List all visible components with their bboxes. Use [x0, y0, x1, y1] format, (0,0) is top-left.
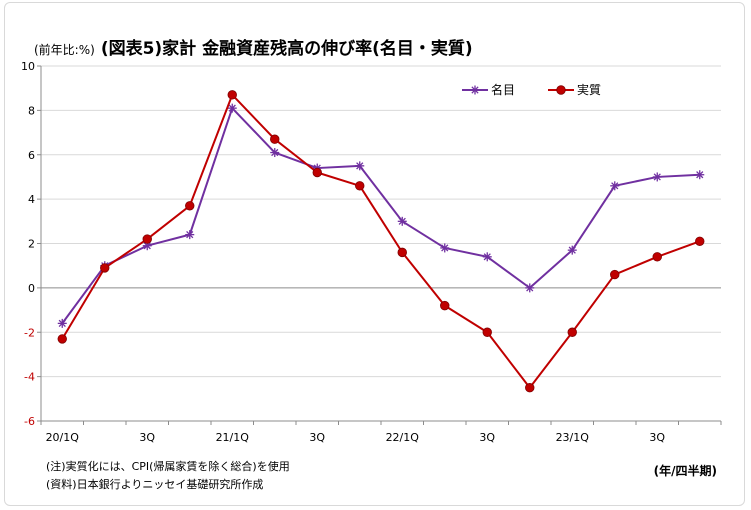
series-lines [57, 90, 705, 393]
real-point [652, 252, 662, 262]
x-tick-label: 20/1Q [46, 431, 80, 444]
nominal-point [652, 172, 662, 182]
nominal-point [227, 103, 237, 113]
nominal-point [355, 161, 365, 171]
y-tick-label: 4 [28, 193, 35, 206]
real-point [312, 167, 322, 178]
nominal-point [482, 252, 492, 262]
x-tick-label: 3Q [139, 431, 155, 444]
real-point [227, 90, 237, 100]
nominal-point [57, 318, 67, 328]
x-tick-label: 23/1Q [556, 431, 590, 444]
y-tick-label: 8 [28, 104, 35, 117]
nominal-point [567, 245, 577, 255]
real-point [567, 327, 577, 337]
nominal-point [270, 148, 280, 158]
y-tick-label: 2 [28, 238, 35, 251]
legend: 名目 実質 [462, 82, 601, 97]
real-point [397, 247, 407, 258]
note-deflator: (注)実質化には、CPI(帰属家賃を除く総合)を使用 [46, 460, 290, 473]
nominal-point [695, 170, 705, 180]
x-tick-label: 21/1Q [216, 431, 250, 444]
real-point [695, 236, 705, 246]
real-point [100, 263, 110, 273]
x-tick-label: 3Q [479, 431, 495, 444]
nominal-point [525, 283, 535, 293]
x-tick-labels: 20/1Q 3Q 21/1Q 3Q 22/1Q 3Q 23/1Q 3Q [46, 431, 666, 444]
y-tick-label: -4 [24, 371, 35, 384]
x-unit-label: (年/四半期) [653, 464, 717, 478]
gridlines [41, 65, 721, 378]
legend-label: 名目 [491, 82, 515, 97]
y-tick-label: 10 [21, 60, 35, 73]
x-tick-label: 22/1Q [386, 431, 420, 444]
real-point [270, 134, 280, 144]
nominal-point [440, 243, 450, 253]
series-line-nominal [61, 107, 700, 324]
real-point [185, 201, 195, 211]
real-point [57, 334, 67, 344]
legend-marker [556, 85, 566, 95]
x-tick-label: 3Q [309, 431, 325, 444]
series-line-real [61, 93, 701, 389]
legend-label: 実質 [577, 82, 601, 97]
axes [37, 65, 722, 425]
real-point [482, 327, 492, 337]
legend-marker [470, 85, 480, 95]
real-point [440, 300, 450, 311]
y-tick-label: -6 [24, 415, 35, 428]
real-point [355, 181, 365, 191]
real-point [610, 269, 620, 280]
nominal-point [397, 216, 407, 226]
nominal-point [185, 230, 195, 240]
real-point [142, 234, 152, 244]
nominal-point [610, 181, 620, 191]
chart-title: (図表5)家計 金融資産残高の伸び率(名目・実質) [100, 39, 473, 59]
y-tick-label: -2 [24, 326, 35, 339]
real-point [525, 383, 535, 393]
note-source: (資料)日本銀行よりニッセイ基礎研究所作成 [46, 478, 264, 491]
y-tick-label: 6 [28, 149, 35, 162]
chart-title-row: (前年比:%) (図表5)家計 金融資産残高の伸び率(名目・実質) [34, 34, 473, 59]
y-unit-label: (前年比:%) [34, 43, 95, 57]
y-tick-label: 0 [28, 282, 35, 295]
x-tick-label: 3Q [649, 431, 665, 444]
y-tick-labels: -6 -4 -2 0 2 4 6 8 10 [21, 60, 35, 428]
